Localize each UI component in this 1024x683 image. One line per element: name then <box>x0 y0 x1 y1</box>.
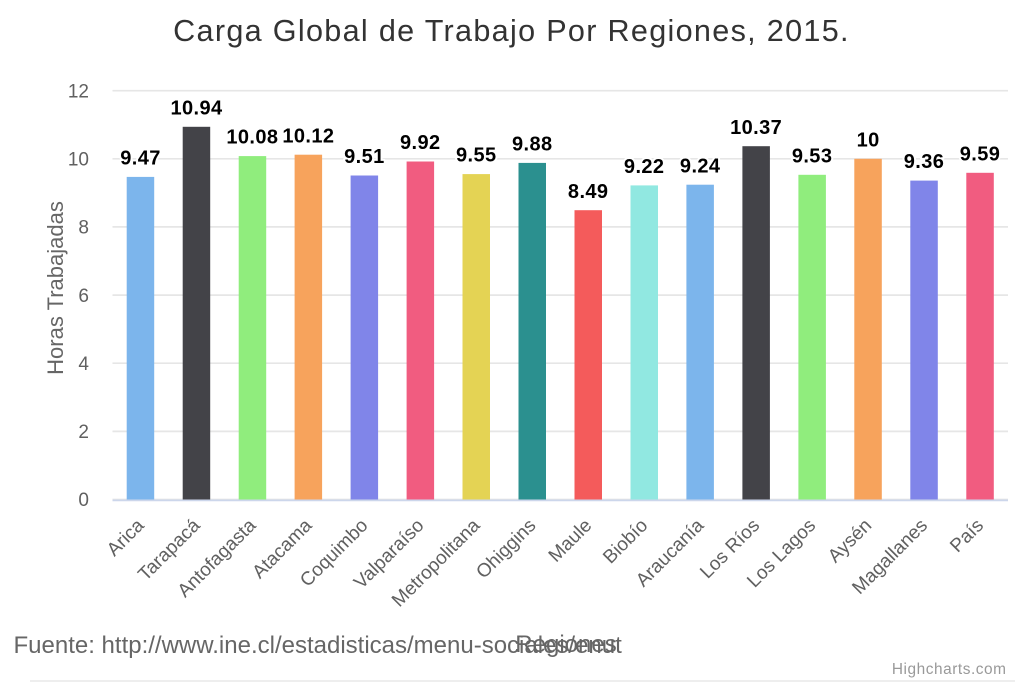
svg-text:Regiones: Regiones <box>515 631 616 658</box>
svg-text:10: 10 <box>68 150 89 171</box>
svg-text:9.36: 9.36 <box>904 151 945 173</box>
svg-text:9.53: 9.53 <box>792 145 833 167</box>
svg-text:9.88: 9.88 <box>512 134 553 156</box>
svg-text:10.37: 10.37 <box>730 117 782 139</box>
svg-text:Fuente: http://www.ine.cl/esta: Fuente: http://www.ine.cl/estadisticas/m… <box>14 632 623 659</box>
svg-text:Carga Global de Trabajo Por Re: Carga Global de Trabajo Por Regiones, 20… <box>173 14 850 48</box>
svg-text:6: 6 <box>78 286 89 307</box>
svg-text:9.55: 9.55 <box>456 145 497 167</box>
svg-text:9.47: 9.47 <box>120 148 161 170</box>
svg-text:9.92: 9.92 <box>400 132 441 154</box>
svg-text:10.08: 10.08 <box>226 127 278 149</box>
svg-text:9.22: 9.22 <box>624 156 665 178</box>
svg-text:10.94: 10.94 <box>170 97 223 119</box>
svg-text:Highcharts.com: Highcharts.com <box>892 661 1007 678</box>
svg-text:12: 12 <box>68 81 89 102</box>
svg-text:8.49: 8.49 <box>568 181 609 203</box>
svg-text:0: 0 <box>78 490 89 511</box>
svg-text:Horas Trabajadas: Horas Trabajadas <box>43 201 68 375</box>
svg-text:9.59: 9.59 <box>960 143 1001 165</box>
svg-text:4: 4 <box>78 354 89 375</box>
svg-text:9.51: 9.51 <box>344 146 385 168</box>
svg-text:2: 2 <box>78 422 89 443</box>
svg-text:9.24: 9.24 <box>680 155 721 177</box>
svg-text:8: 8 <box>78 218 89 239</box>
svg-text:10: 10 <box>857 129 880 151</box>
svg-text:10.12: 10.12 <box>282 125 334 147</box>
